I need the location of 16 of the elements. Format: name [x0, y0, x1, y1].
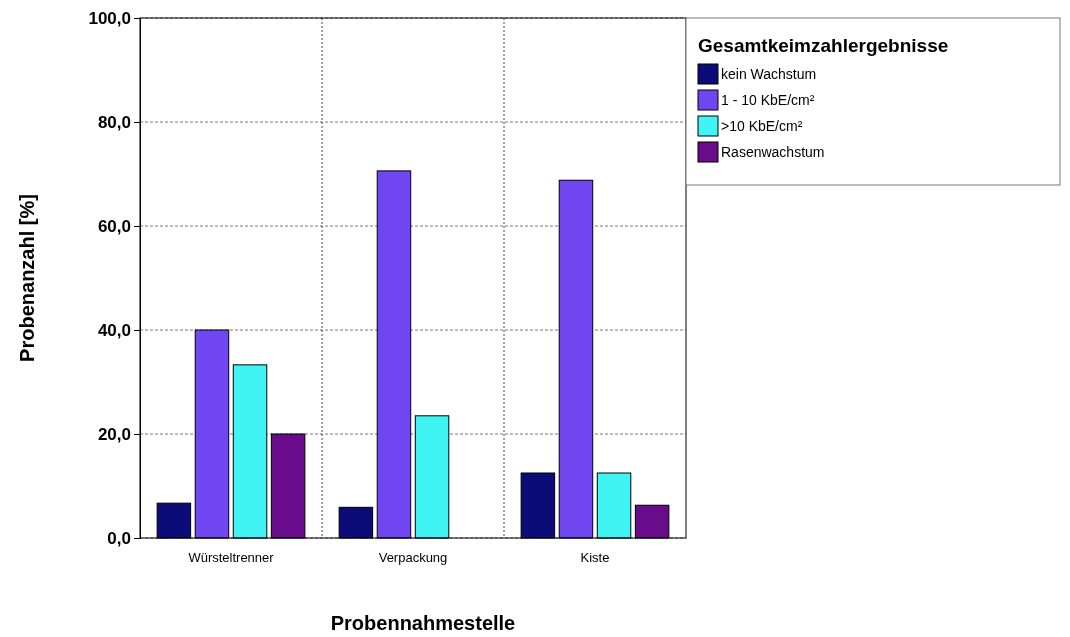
legend-label: 1 - 10 KbE/cm²	[721, 92, 815, 108]
legend-label: >10 KbE/cm²	[721, 118, 803, 134]
legend-label: Rasenwachstum	[721, 144, 825, 160]
y-tick-label: 60,0	[97, 216, 131, 236]
legend-title: Gesamtkeimzahlergebnisse	[698, 35, 949, 56]
legend-label: kein Wachstum	[721, 66, 817, 82]
y-axis-title: Probenanzahl [%]	[16, 194, 38, 362]
y-tick-label: 40,0	[97, 320, 131, 340]
x-tick-label: Würsteltrenner	[188, 549, 275, 565]
y-tick-label: 20,0	[97, 424, 131, 444]
x-tick-label: Kiste	[580, 549, 610, 565]
x-axis-title: Probennahmestelle	[330, 612, 516, 634]
y-tick-label: 100,0	[88, 8, 131, 28]
y-tick-label: 80,0	[97, 112, 131, 132]
x-tick-label: Verpackung	[378, 549, 448, 565]
y-tick-label: 0,0	[107, 528, 131, 548]
